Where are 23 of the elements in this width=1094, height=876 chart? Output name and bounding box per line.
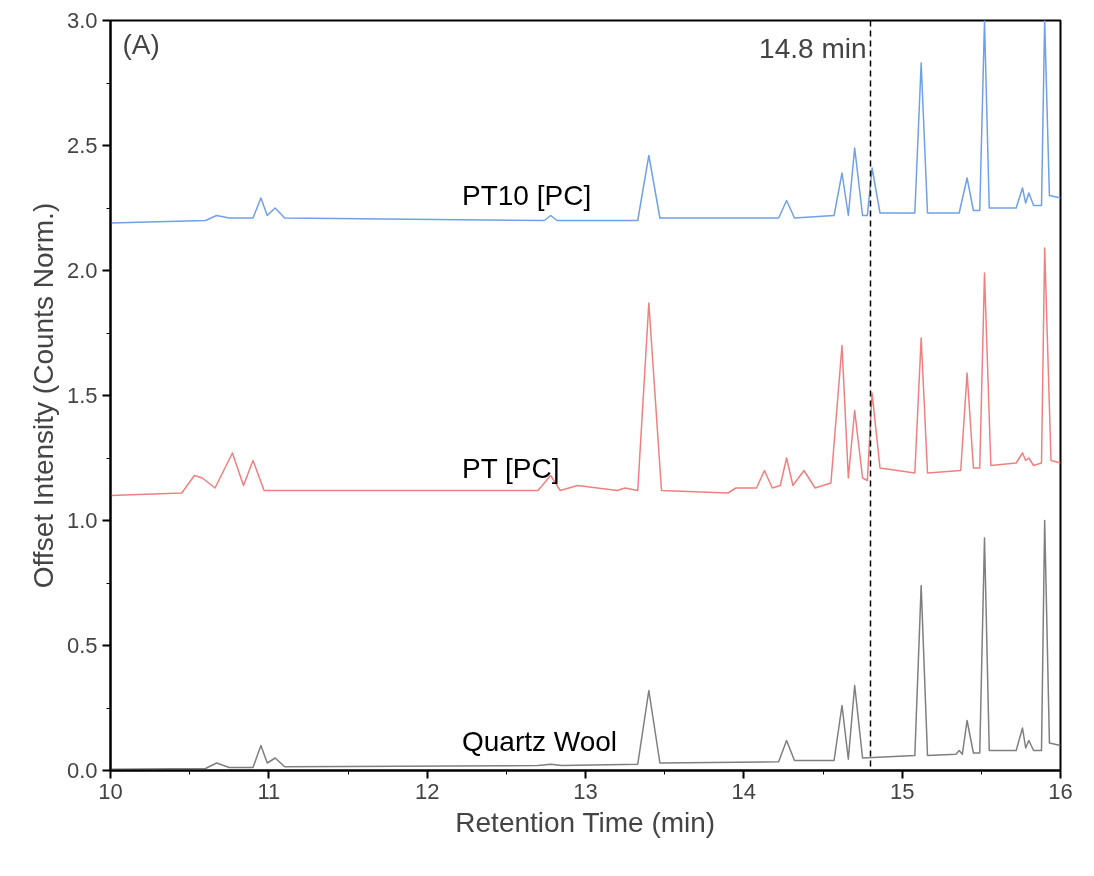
series-label: PT [PC] — [462, 452, 560, 484]
y-tick-label: 0.0 — [66, 758, 98, 783]
x-tick-label: 10 — [98, 778, 123, 804]
line-series — [110, 20, 1061, 224]
line-series — [110, 247, 1061, 497]
ref-line-label: 14.8 min — [759, 32, 867, 64]
y-tick-label: 2.0 — [66, 258, 98, 283]
y-tick-label: 1.5 — [66, 383, 98, 408]
y-tick-label: 3.0 — [66, 8, 98, 33]
y-tick-label: 0.5 — [66, 633, 98, 658]
y-axis-title: Offset Intensity (Counts Norm.) — [27, 202, 59, 589]
y-tick-label: 1.0 — [66, 508, 98, 533]
x-tick-label: 11 — [257, 778, 281, 804]
series-label: Quartz Wool — [462, 726, 618, 758]
x-tick-label: 12 — [414, 778, 440, 804]
series-label: PT10 [PC] — [462, 180, 592, 211]
y-tick-label: 2.5 — [66, 133, 98, 158]
x-tick-label: 15 — [889, 778, 915, 804]
x-tick-label: 14 — [731, 778, 757, 804]
x-tick-label: 16 — [1048, 778, 1073, 804]
x-tick-label: 13 — [573, 778, 598, 804]
x-axis-title: Retention Time (min) — [455, 806, 716, 838]
annotation: (A) — [122, 28, 160, 60]
